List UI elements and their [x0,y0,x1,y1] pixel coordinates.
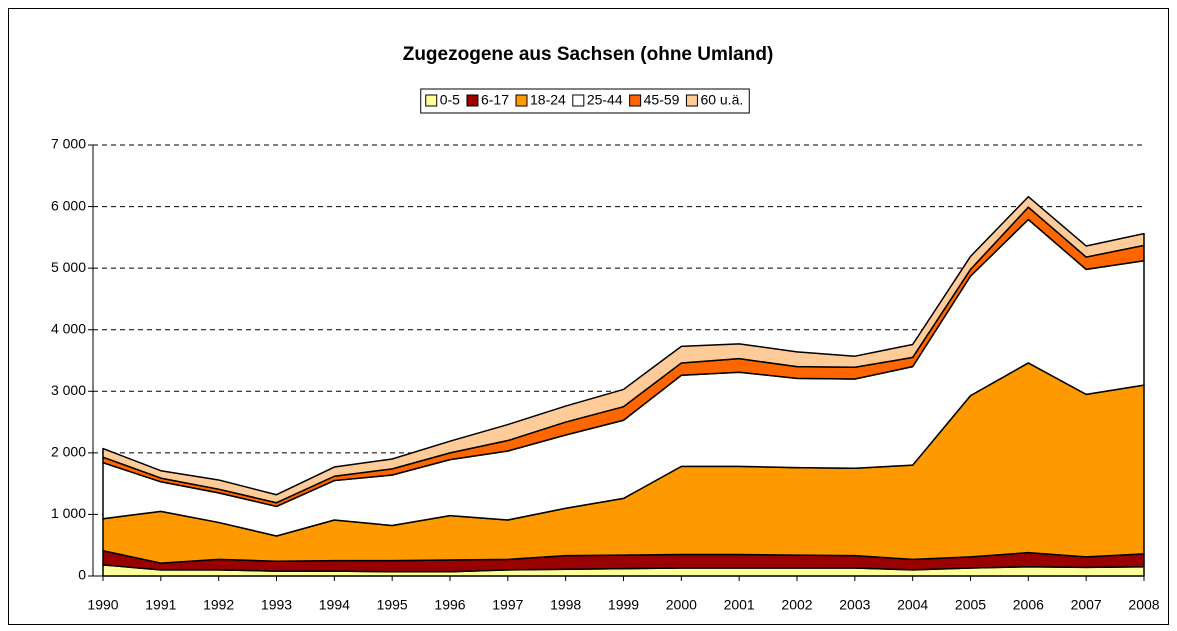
legend-swatch [466,94,479,107]
legend-swatch [515,94,528,107]
chart-title: Zugezogene aus Sachsen (ohne Umland) [403,44,774,65]
legend-label: 60 u.ä. [700,92,743,108]
x-tick-label: 1994 [319,597,350,613]
x-tick-label: 1995 [377,597,408,613]
y-tick-label: 6 000 [51,197,86,213]
x-tick-label: 1993 [261,597,292,613]
y-tick-label: 4 000 [51,320,86,336]
y-tick-label: 0 [78,567,86,583]
x-tick-label: 1991 [145,597,176,613]
x-tick-label: 2004 [897,597,928,613]
legend-swatch [629,94,642,107]
legend-label: 45-59 [644,92,680,108]
y-tick-label: 5 000 [51,259,86,275]
x-tick-label: 1998 [550,597,581,613]
legend-label: 6-17 [481,92,509,108]
x-tick-label: 2000 [666,597,697,613]
x-tick-label: 2006 [1013,597,1044,613]
x-tick-label: 2001 [724,597,755,613]
legend-swatch [572,94,585,107]
x-tick-label: 2007 [1071,597,1102,613]
x-tick-label: 1992 [203,597,234,613]
legend-label: 0-5 [440,92,460,108]
x-tick-label: 2008 [1128,597,1159,613]
y-tick-label: 2 000 [51,444,86,460]
y-tick-label: 1 000 [51,505,86,521]
x-tick-label: 1999 [608,597,639,613]
x-tick-label: 2005 [955,597,986,613]
legend-swatch [425,94,438,107]
x-tick-label: 2003 [839,597,870,613]
y-tick-label: 7 000 [51,136,86,152]
x-tick-label: 1990 [87,597,118,613]
legend-label: 18-24 [530,92,566,108]
x-tick-label: 1996 [434,597,465,613]
legend-swatch [685,94,698,107]
y-tick-label: 3 000 [51,382,86,398]
x-tick-label: 1997 [492,597,523,613]
legend-label: 25-44 [587,92,623,108]
area [102,195,1145,504]
x-tick-label: 2002 [781,597,812,613]
